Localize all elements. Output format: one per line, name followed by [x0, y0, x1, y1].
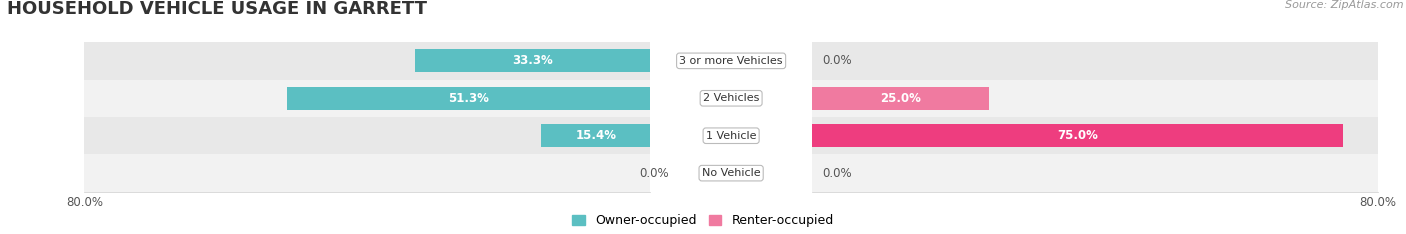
- Text: 15.4%: 15.4%: [575, 129, 616, 142]
- Bar: [813, 42, 1378, 80]
- Text: No Vehicle: No Vehicle: [702, 168, 761, 178]
- Bar: [84, 80, 650, 117]
- Text: 2 Vehicles: 2 Vehicles: [703, 93, 759, 103]
- Bar: [541, 124, 650, 147]
- Text: 0.0%: 0.0%: [823, 54, 852, 67]
- Text: 33.3%: 33.3%: [512, 54, 553, 67]
- Bar: [84, 117, 650, 154]
- Text: 75.0%: 75.0%: [1057, 129, 1098, 142]
- Bar: [813, 154, 1378, 192]
- Bar: [84, 154, 650, 192]
- Bar: [813, 117, 1378, 154]
- Text: 1 Vehicle: 1 Vehicle: [706, 131, 756, 141]
- Text: 51.3%: 51.3%: [449, 92, 489, 105]
- Bar: [287, 87, 650, 110]
- Text: HOUSEHOLD VEHICLE USAGE IN GARRETT: HOUSEHOLD VEHICLE USAGE IN GARRETT: [7, 0, 427, 18]
- Legend: Owner-occupied, Renter-occupied: Owner-occupied, Renter-occupied: [568, 209, 838, 232]
- Bar: [813, 87, 988, 110]
- Bar: [415, 49, 650, 73]
- Bar: [84, 42, 650, 80]
- Text: 25.0%: 25.0%: [880, 92, 921, 105]
- Text: 3 or more Vehicles: 3 or more Vehicles: [679, 56, 783, 66]
- Bar: [813, 124, 1343, 147]
- Text: Source: ZipAtlas.com: Source: ZipAtlas.com: [1285, 0, 1403, 10]
- Text: 0.0%: 0.0%: [823, 167, 852, 180]
- Text: 0.0%: 0.0%: [640, 167, 669, 180]
- Bar: [813, 80, 1378, 117]
